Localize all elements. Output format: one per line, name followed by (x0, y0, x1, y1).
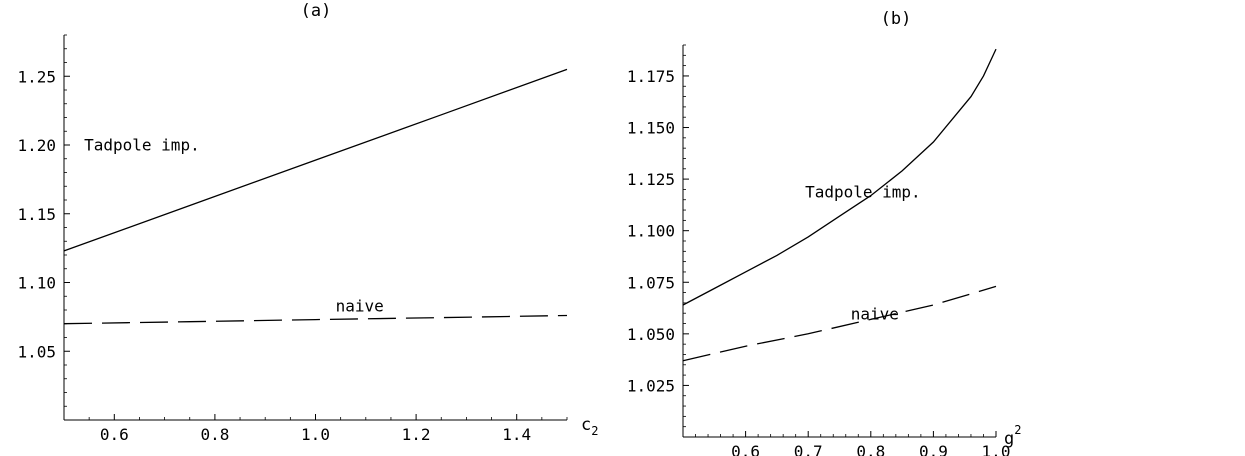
panel-a-x-axis-label-subscript: 2 (591, 424, 598, 438)
panel-b-y-tick-label: 1.050 (627, 325, 675, 344)
panel-a-x-tick-label: 0.6 (100, 425, 129, 444)
panel-a-y-tick-label: 1.05 (17, 342, 56, 361)
panel-b-y-tick-label: 1.100 (627, 222, 675, 241)
panel-a-y-tick-label: 1.25 (17, 67, 56, 86)
panel-a-x-axis-label: c2 (581, 415, 598, 438)
panel-b-series-label: naive (851, 304, 899, 323)
panel-b-x-tick-label: 0.9 (919, 442, 948, 456)
panel-a-x-tick-label: 0.8 (200, 425, 229, 444)
panel-b-y-tick-label: 1.175 (627, 67, 675, 86)
panel-b-x-tick-label: 0.8 (856, 442, 885, 456)
panel-a-series-tadpole-line (63, 68, 568, 252)
panel-a-series-naive-line (63, 314, 568, 325)
panel-b-y-tick-label: 1.025 (627, 376, 675, 395)
panel-b-y-tick-label: 1.125 (627, 170, 675, 189)
panel-b-x-axis-label: g2 (1004, 423, 1021, 449)
panel-b-series-tadpole-line (682, 48, 997, 306)
panel-a-x-tick-label: 1.4 (502, 425, 531, 444)
panel-a-series-label: naive (336, 296, 384, 315)
panel-b-x-axis-label-main: g (1004, 429, 1014, 449)
panel-b-y-tick-label: 1.150 (627, 119, 675, 138)
panel-a-x-axis-label-main: c (581, 415, 591, 435)
panel-b-x-tick-label: 0.7 (794, 442, 823, 456)
panel-a-series-label: Tadpole imp. (84, 136, 200, 155)
panel-a-x-tick-label: 1.0 (301, 425, 330, 444)
panel-b-series: Tadpole imp. naive (682, 48, 997, 362)
panel-a-x-tick-label: 1.2 (402, 425, 431, 444)
panel-b-ticks: 0.6 0.7 0.8 0.9 1.0 1.025 1.050 1.075 1.100 1.125… (627, 44, 1011, 456)
panel-a-ticks: 0.6 0.8 1.0 1.2 1.4 1.05 1.10 1.15 1.20 1.25 (17, 34, 568, 444)
panel-b-title: (b) (881, 9, 912, 29)
panel-a: (a) 0.6 0.8 1.0 1.2 1.41.051.101.151.201.25 … (17, 1, 598, 444)
panel-a-title: (a) (301, 1, 332, 21)
panel-b: (b) 0.6 0.7 0.8 0.9 1.0 1.025 1.050 1.075 1.100 1… (627, 9, 1022, 456)
panel-b-series-label: Tadpole imp. (805, 183, 921, 202)
panel-a-series: Tadpole imp. naive (63, 68, 568, 325)
panel-b-x-tick-label: 1.0 (982, 442, 1011, 456)
panel-a-y-tick-label: 1.20 (17, 136, 56, 155)
panel-a-y-tick-label: 1.10 (17, 274, 56, 293)
panel-b-y-tick-label: 1.075 (627, 273, 675, 292)
panel-b-series-naive-line (682, 285, 997, 362)
panel-b-x-axis-label-superscript: 2 (1014, 423, 1021, 437)
panel-b-x-tick-label: 0.6 (731, 442, 760, 456)
panel-a-y-tick-label: 1.15 (17, 205, 56, 224)
